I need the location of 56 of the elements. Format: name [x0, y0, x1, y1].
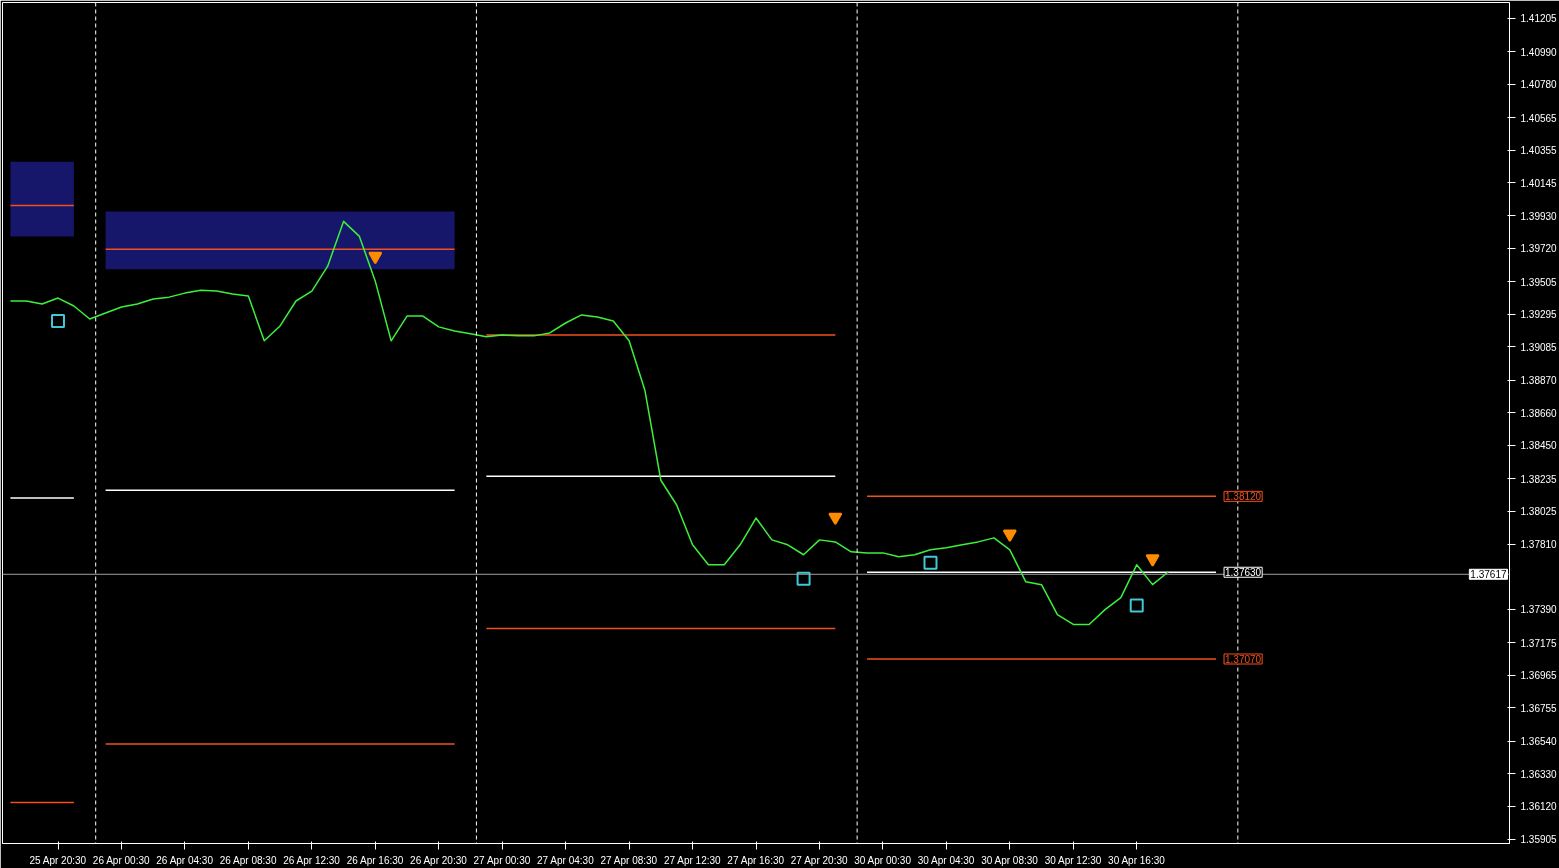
x-tick-label: 27 Apr 20:30 [790, 854, 848, 866]
line-series [9, 220, 1170, 626]
y-tick-label: 1.39720 [1520, 243, 1558, 255]
x-tick-label: 27 Apr 04:30 [537, 854, 595, 866]
x-tick-label: 26 Apr 04:30 [156, 854, 214, 866]
y-tick-label: 1.36330 [1520, 768, 1558, 780]
y-tick-label: 1.40145 [1520, 177, 1558, 189]
x-tick-label: 27 Apr 16:30 [727, 854, 785, 866]
x-tick-label: 30 Apr 00:30 [854, 854, 912, 866]
x-tick-label: 26 Apr 20:30 [410, 854, 468, 866]
point [51, 313, 66, 328]
y-tick-label: 1.36120 [1520, 801, 1558, 813]
y-tick-label: 1.36540 [1520, 736, 1558, 748]
y-tick-label: 1.38870 [1520, 375, 1558, 387]
data-label: 1.38120 [1225, 491, 1262, 503]
y-tick-label: 1.38235 [1520, 473, 1558, 485]
x-tick-label: 25 Apr 20:30 [29, 854, 87, 866]
ref-line-label: 1.37617 [1470, 569, 1507, 581]
x-tick-label: 26 Apr 00:30 [92, 854, 150, 866]
y-tick-label: 1.40780 [1520, 79, 1558, 91]
data-label: 1.37630 [1225, 567, 1262, 579]
point [368, 251, 383, 265]
y-tick-label: 1.39295 [1520, 309, 1558, 321]
x-tick-label: 27 Apr 12:30 [663, 854, 722, 866]
x-tick-label: 27 Apr 00:30 [473, 854, 531, 866]
y-tick-label: 1.40355 [1520, 145, 1558, 157]
point [828, 512, 843, 526]
x-tick-label: 30 Apr 12:30 [1044, 854, 1102, 866]
y-tick-label: 1.40990 [1520, 46, 1558, 58]
y-tick-label: 1.35905 [1520, 834, 1558, 846]
y-tick-label: 1.36965 [1520, 670, 1558, 682]
y-tick-label: 1.37810 [1520, 539, 1558, 551]
y-tick-label: 1.39085 [1520, 341, 1558, 353]
x-tick-label: 30 Apr 04:30 [917, 854, 975, 866]
x-tick-label: 26 Apr 12:30 [283, 854, 341, 866]
point [1129, 598, 1144, 613]
y-tick-label: 1.39505 [1520, 276, 1558, 288]
x-tick-label: 27 Apr 08:30 [600, 854, 658, 866]
y-tick-label: 1.38660 [1520, 407, 1558, 419]
y-tick-label: 1.41205 [1520, 13, 1558, 25]
x-tick-label: 26 Apr 08:30 [219, 854, 277, 866]
y-tick-label: 1.36755 [1520, 702, 1558, 714]
point [1145, 554, 1160, 567]
x-tick-label: 26 Apr 16:30 [346, 854, 404, 866]
point [796, 571, 811, 586]
point [923, 555, 938, 570]
y-tick-label: 1.37175 [1520, 637, 1558, 649]
y-tick-label: 1.38450 [1520, 440, 1558, 452]
y-tick-label: 1.38025 [1520, 506, 1558, 518]
x-tick-label: 30 Apr 16:30 [1108, 854, 1166, 866]
x-tick-label: 30 Apr 08:30 [981, 854, 1039, 866]
point [1002, 529, 1017, 542]
y-tick-label: 1.40565 [1520, 112, 1558, 124]
y-tick-label: 1.39930 [1520, 210, 1558, 222]
y-tick-label: 1.37390 [1520, 604, 1558, 616]
data-label: 1.37070 [1225, 654, 1262, 665]
